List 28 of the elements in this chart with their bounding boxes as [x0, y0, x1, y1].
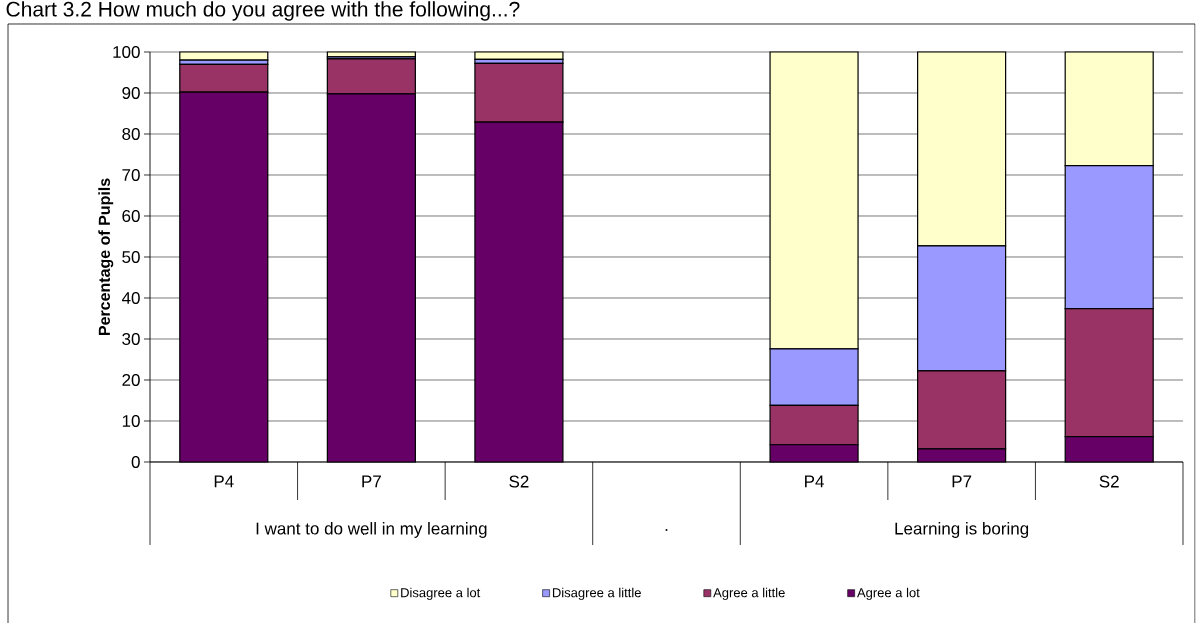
text: I want to do well in my learning [256, 522, 487, 538]
bar [474, 51, 564, 60]
y-tick-label: 0 [131, 455, 140, 469]
text: . [665, 529, 668, 531]
y-axis-title: Percentage of Pupils [98, 178, 114, 336]
legend-label: Agree a little [713, 587, 785, 600]
y-tick-label: 10 [122, 414, 140, 428]
chart-title: Chart 3.2 How much do you agree with the following...? [6, 1, 520, 21]
y-tick-label: 30 [122, 332, 140, 346]
bar [179, 51, 269, 61]
y-tick-label: 20 [122, 373, 140, 387]
y-tick-label: 90 [122, 86, 140, 100]
legend-label: Agree a lot [856, 587, 920, 600]
y-tick-label: 40 [121, 291, 140, 305]
y-tick-label: 50 [122, 250, 140, 264]
y-tick-label: 60 [122, 209, 140, 223]
y-tick-label: 70 [122, 168, 140, 182]
y-tick-label: 80 [122, 127, 140, 141]
x-tick-label: P4 [805, 475, 824, 488]
y-tick-label: 100 [113, 45, 140, 59]
x-tick-label: P7 [952, 475, 972, 488]
x-tick-label: S2 [1099, 475, 1119, 488]
text: Learning is boring [895, 522, 1029, 538]
x-tick-label: S2 [509, 475, 529, 488]
legend-label: Disagree a lot [401, 587, 481, 600]
legend-label: Disagree a little [552, 587, 641, 600]
x-tick-label: P4 [214, 475, 234, 488]
x-tick-label: P7 [362, 475, 381, 488]
